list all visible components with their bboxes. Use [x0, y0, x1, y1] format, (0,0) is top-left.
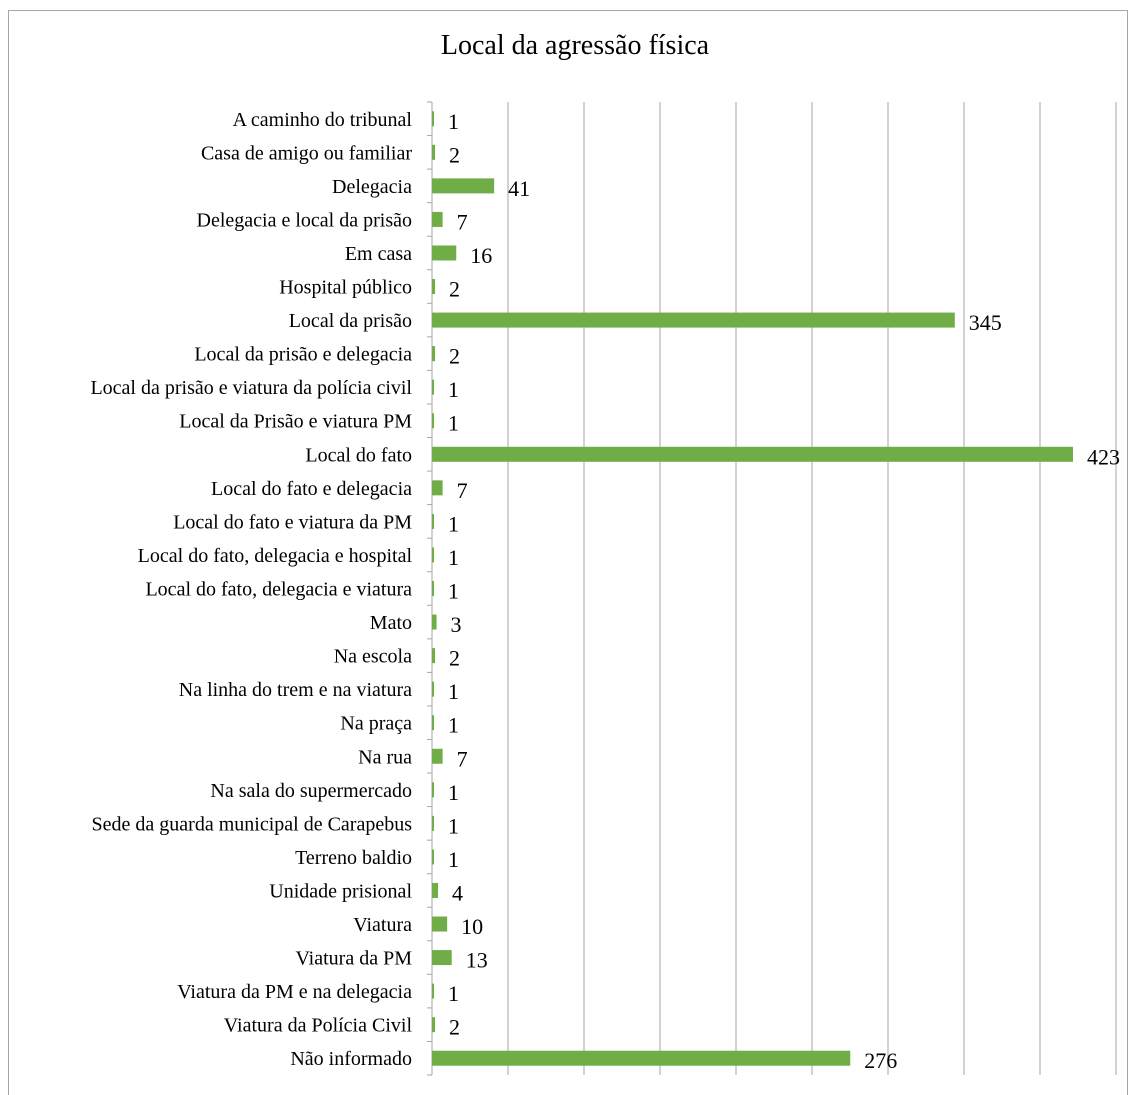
category-label: Unidade prisional: [269, 880, 412, 902]
value-label: 1: [448, 545, 459, 570]
bar: [432, 782, 434, 798]
category-label: Local da prisão e delegacia: [194, 344, 412, 366]
bar: [432, 648, 436, 664]
bar: [432, 279, 436, 295]
category-label: Viatura da Polícia Civil: [224, 1015, 413, 1037]
category-label: Mato: [370, 612, 412, 634]
value-label: 2: [449, 1015, 460, 1040]
bar: [432, 715, 434, 731]
bar: [432, 1050, 851, 1066]
bar: [432, 379, 434, 395]
value-label: 2: [449, 646, 460, 671]
category-label: Em casa: [345, 243, 412, 265]
category-label: Na escola: [334, 646, 412, 668]
value-label: 1: [448, 511, 459, 536]
bar: [432, 513, 434, 529]
category-label: A caminho do tribunal: [233, 109, 413, 131]
bar: [432, 983, 434, 999]
value-label: 4: [452, 880, 463, 905]
value-label: 3: [451, 612, 462, 637]
category-label: Local do fato, delegacia e viatura: [145, 579, 412, 601]
bar: [432, 245, 457, 261]
bar: [432, 346, 436, 362]
value-label: 2: [449, 142, 460, 167]
value-label: 1: [448, 847, 459, 872]
bar: [432, 882, 439, 898]
bar: [432, 111, 434, 127]
category-label: Hospital público: [279, 277, 412, 299]
category-label: Na rua: [358, 746, 412, 768]
bar: [432, 547, 434, 563]
bar: [432, 581, 434, 596]
bar: [432, 480, 443, 496]
value-label: 1: [448, 109, 459, 134]
category-label: Delegacia e local da prisão: [197, 209, 412, 231]
category-label: Local do fato e viatura da PM: [173, 511, 412, 533]
value-label: 345: [969, 310, 1002, 335]
bar: [432, 815, 434, 831]
category-label: Viatura da PM e na delegacia: [177, 981, 412, 1003]
value-label: 423: [1087, 444, 1120, 469]
category-label: Viatura: [353, 914, 412, 936]
value-label: 7: [457, 209, 468, 234]
value-label: 1: [448, 981, 459, 1006]
chart-frame: [8, 10, 1128, 1095]
bar: [432, 413, 434, 429]
chart-title: Local da agressão física: [440, 30, 710, 61]
category-label: Local da prisão: [289, 310, 412, 332]
value-label: 2: [449, 344, 460, 369]
bar: [432, 178, 495, 194]
value-label: 1: [448, 713, 459, 738]
category-label: Não informado: [290, 1048, 412, 1070]
category-label: Terreno baldio: [295, 847, 412, 869]
category-label: Na linha do trem e na viatura: [179, 679, 412, 701]
value-label: 13: [466, 948, 488, 973]
value-label: 1: [448, 813, 459, 838]
value-label: 41: [508, 176, 530, 201]
category-label: Na sala do supermercado: [210, 780, 412, 802]
value-label: 10: [461, 914, 483, 939]
bar: [432, 916, 448, 932]
category-label: Local do fato e delegacia: [211, 478, 412, 500]
category-label: Delegacia: [332, 176, 412, 198]
category-label: Local do fato, delegacia e hospital: [138, 545, 413, 567]
value-label: 1: [448, 411, 459, 436]
category-label: Sede da guarda municipal de Carapebus: [92, 813, 413, 835]
bar: [432, 312, 955, 328]
value-label: 16: [470, 243, 492, 268]
bar: [432, 614, 437, 630]
value-label: 7: [457, 746, 468, 771]
value-label: 276: [864, 1048, 897, 1073]
category-label: Viatura da PM: [295, 948, 412, 970]
bar: [432, 849, 434, 865]
bar: [432, 681, 434, 697]
category-label: Local do fato: [305, 444, 412, 466]
value-label: 1: [448, 377, 459, 402]
category-label: Na praça: [340, 713, 412, 735]
value-label: 1: [448, 780, 459, 805]
value-label: 2: [449, 277, 460, 302]
category-label: Local da Prisão e viatura PM: [179, 411, 412, 433]
bar: [432, 144, 436, 160]
value-label: 1: [448, 679, 459, 704]
bar: [432, 950, 452, 966]
bar: [432, 211, 443, 227]
value-label: 7: [457, 478, 468, 503]
category-label: Casa de amigo ou familiar: [201, 142, 412, 164]
category-label: Local da prisão e viatura da polícia civ…: [90, 377, 412, 399]
bar: [432, 748, 443, 764]
bar: [432, 1017, 436, 1033]
bar: [432, 446, 1073, 462]
value-label: 1: [448, 579, 459, 604]
